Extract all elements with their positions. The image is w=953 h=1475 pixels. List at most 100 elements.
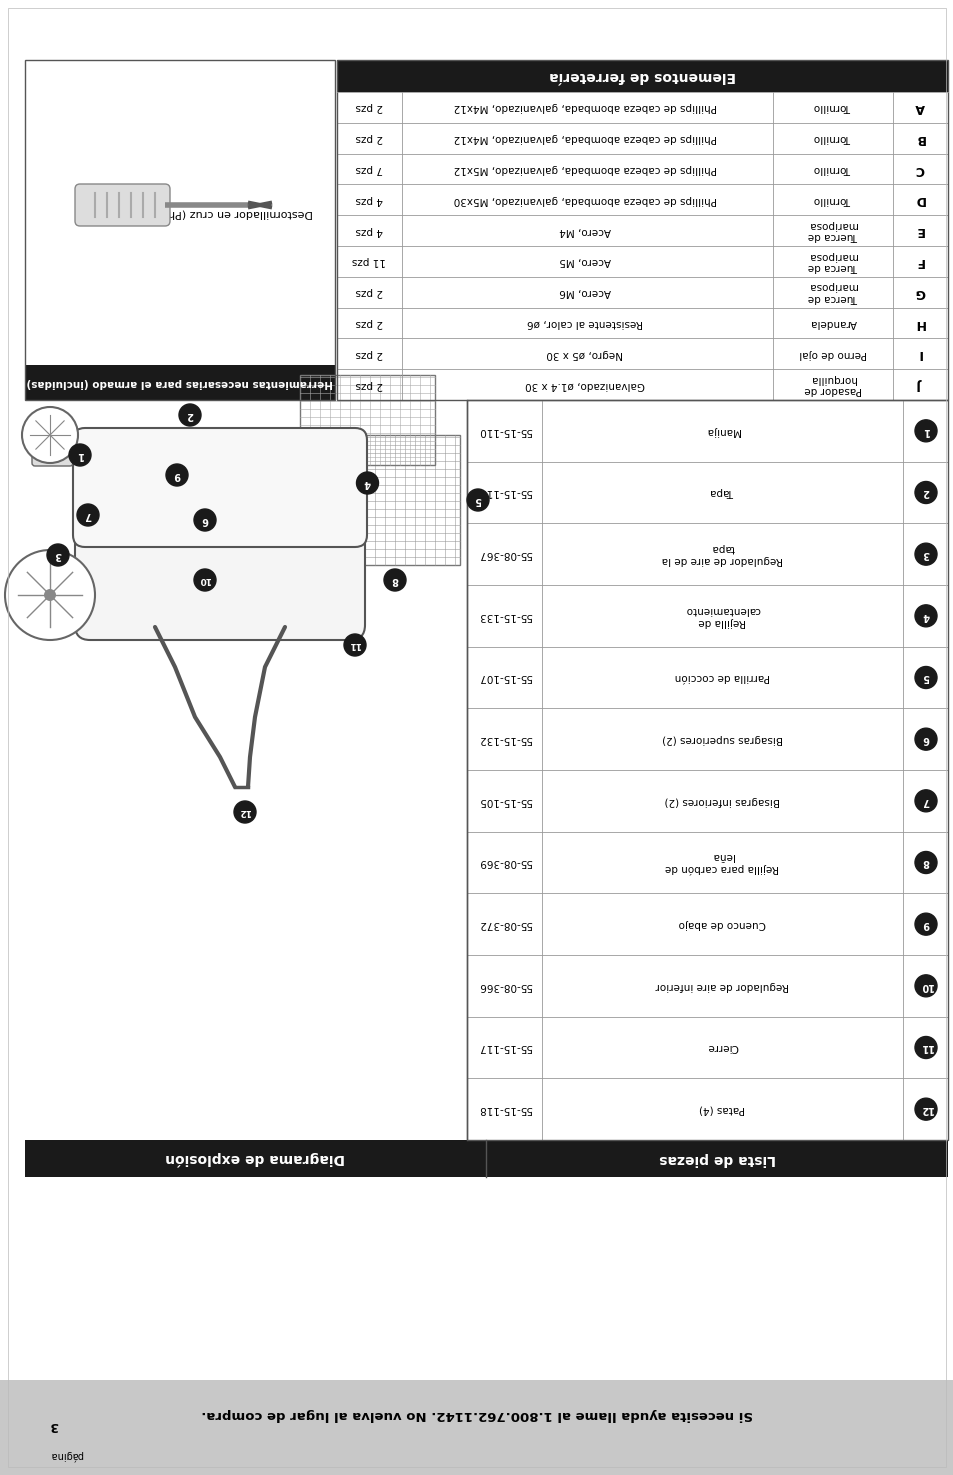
Text: 55-15-119: 55-15-119 — [477, 488, 532, 497]
Circle shape — [193, 569, 215, 591]
Circle shape — [166, 465, 188, 485]
Text: 2: 2 — [922, 488, 928, 497]
Bar — [467, 400, 947, 1140]
Bar — [25, 400, 467, 1140]
Text: Negro, ø5 x 30: Negro, ø5 x 30 — [546, 348, 622, 358]
Text: C: C — [915, 162, 923, 176]
Text: Elementos de ferretería: Elementos de ferretería — [549, 69, 735, 83]
Text: 4 pzs: 4 pzs — [355, 195, 382, 205]
Text: 55-15-132: 55-15-132 — [477, 735, 532, 745]
Text: 2: 2 — [187, 410, 193, 420]
Text: G: G — [914, 286, 924, 299]
Text: 8: 8 — [922, 857, 928, 867]
Circle shape — [77, 504, 99, 527]
Circle shape — [384, 569, 406, 591]
Text: Tornillo: Tornillo — [814, 164, 851, 174]
Text: 55-15-105: 55-15-105 — [477, 796, 532, 805]
Text: 3: 3 — [922, 549, 928, 559]
Text: Phillips de cabeza abombada, galvanizado, M5x12: Phillips de cabeza abombada, galvanizado… — [453, 164, 716, 174]
Circle shape — [914, 975, 936, 997]
Circle shape — [233, 801, 255, 823]
Text: 55-15-107: 55-15-107 — [477, 673, 532, 683]
Text: 4: 4 — [364, 478, 371, 488]
Text: Pasador de
horquilla: Pasador de horquilla — [803, 373, 861, 395]
Text: 2 pzs: 2 pzs — [355, 102, 382, 112]
Text: Acero, M6: Acero, M6 — [558, 288, 610, 296]
Text: 10: 10 — [198, 575, 211, 584]
Text: B: B — [914, 131, 923, 145]
Text: Patas (4): Patas (4) — [699, 1105, 744, 1114]
Text: Bisagras inferiores (2): Bisagras inferiores (2) — [664, 796, 780, 805]
Text: Regulador de aire inferior: Regulador de aire inferior — [655, 981, 788, 991]
Text: página: página — [50, 1450, 83, 1460]
Bar — [294, 435, 459, 565]
Text: J: J — [917, 378, 922, 391]
Text: 1: 1 — [76, 450, 83, 460]
Text: Resistente al calor, ø6: Resistente al calor, ø6 — [526, 319, 642, 327]
Text: 7 pzs: 7 pzs — [355, 164, 382, 174]
Text: Tuerca de
mariposa: Tuerca de mariposa — [807, 282, 857, 302]
Text: 5: 5 — [475, 496, 481, 504]
Text: 2 pzs: 2 pzs — [355, 379, 382, 389]
Text: Cuenco de abajo: Cuenco de abajo — [679, 919, 765, 929]
Text: Diagrama de explosión: Diagrama de explosión — [165, 1152, 345, 1165]
Text: Galvanizado, ø1.4 x 30: Galvanizado, ø1.4 x 30 — [524, 379, 644, 389]
FancyBboxPatch shape — [32, 444, 73, 466]
Circle shape — [356, 472, 378, 494]
Circle shape — [914, 913, 936, 935]
Text: A: A — [914, 100, 923, 114]
Text: 55-15-118: 55-15-118 — [477, 1105, 532, 1114]
Text: 1: 1 — [922, 426, 928, 435]
Text: 2 pzs: 2 pzs — [355, 348, 382, 358]
Text: Phillips de cabeza abombada, galvanizado, M4x12: Phillips de cabeza abombada, galvanizado… — [453, 102, 716, 112]
Circle shape — [69, 444, 91, 466]
Circle shape — [914, 605, 936, 627]
Text: Destornillador en cruz (Phillips) no. 2: Destornillador en cruz (Phillips) no. 2 — [107, 208, 313, 217]
Text: 55-08-372: 55-08-372 — [477, 919, 532, 929]
Text: 6: 6 — [922, 735, 928, 745]
Text: Herramientas necesarias para el armado (incluidas): Herramientas necesarias para el armado (… — [27, 378, 333, 388]
Circle shape — [914, 667, 936, 689]
Bar — [299, 375, 435, 465]
Text: Lista de piezas: Lista de piezas — [659, 1152, 775, 1165]
Circle shape — [179, 404, 201, 426]
Circle shape — [22, 407, 78, 463]
Text: 8: 8 — [391, 575, 398, 586]
Text: 5: 5 — [922, 673, 928, 683]
FancyBboxPatch shape — [75, 184, 170, 226]
Text: Acero, M4: Acero, M4 — [558, 226, 610, 236]
FancyBboxPatch shape — [73, 428, 367, 547]
Bar — [25, 364, 335, 400]
Text: 7: 7 — [85, 510, 91, 521]
Text: Si necesita ayuda llame al 1.800.762.1142. No vuelva al lugar de compra.: Si necesita ayuda llame al 1.800.762.114… — [201, 1409, 752, 1422]
Text: 12: 12 — [919, 1105, 932, 1114]
Text: 55-08-369: 55-08-369 — [477, 857, 532, 867]
Text: Arandela: Arandela — [809, 319, 856, 327]
Text: 55-08-367: 55-08-367 — [477, 549, 532, 559]
Text: 9: 9 — [922, 919, 928, 929]
Text: 6: 6 — [201, 515, 208, 525]
Text: Parrilla de cocción: Parrilla de cocción — [674, 673, 769, 683]
Text: 9: 9 — [173, 471, 180, 479]
Text: E: E — [915, 224, 923, 237]
Circle shape — [193, 509, 215, 531]
Text: I: I — [917, 347, 922, 360]
Circle shape — [467, 490, 489, 510]
Text: 55-15-133: 55-15-133 — [477, 611, 532, 621]
Text: Tuerca de
mariposa: Tuerca de mariposa — [807, 220, 857, 242]
Circle shape — [914, 1099, 936, 1120]
Text: Perno de ojal: Perno de ojal — [799, 348, 866, 358]
Text: Phillips de cabeza abombada, galvanizado, M4x12: Phillips de cabeza abombada, galvanizado… — [453, 133, 716, 143]
Text: Tornillo: Tornillo — [814, 102, 851, 112]
Text: 4 pzs: 4 pzs — [355, 226, 382, 236]
Text: Tornillo: Tornillo — [814, 195, 851, 205]
Text: 55-15-110: 55-15-110 — [477, 426, 532, 435]
Text: 3: 3 — [50, 1419, 58, 1432]
Bar — [336, 60, 947, 91]
Text: Rejilla de
calentamiento: Rejilla de calentamiento — [684, 605, 760, 627]
Text: 7: 7 — [922, 796, 928, 805]
Text: Rejilla para carbón de
leña: Rejilla para carbón de leña — [665, 851, 779, 873]
Text: 4: 4 — [922, 611, 928, 621]
Text: 12: 12 — [238, 807, 251, 817]
Text: Tuerca de
mariposa: Tuerca de mariposa — [807, 251, 857, 273]
